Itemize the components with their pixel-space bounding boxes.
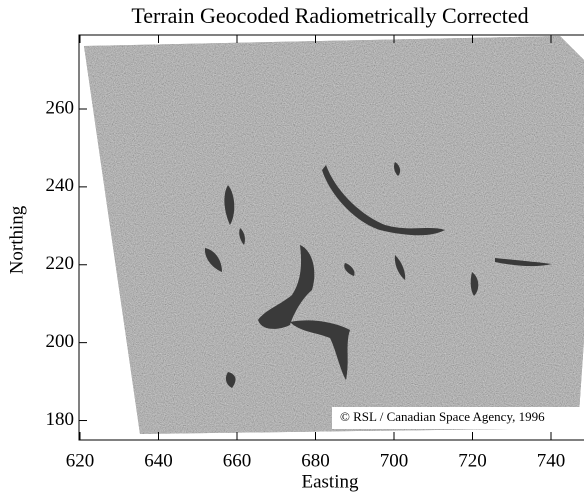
figure: Terrain Geocoded Radiometrically Correct…	[0, 0, 584, 494]
y-tick-label: 240	[46, 175, 75, 196]
x-tick-label: 660	[223, 450, 252, 471]
y-axis-label: Northing	[6, 205, 27, 274]
x-tick-label: 640	[144, 450, 173, 471]
x-tick-label: 740	[537, 450, 566, 471]
y-tick-label: 220	[46, 253, 75, 274]
x-tick-label: 620	[66, 450, 95, 471]
x-tick-label: 680	[301, 450, 330, 471]
x-tick-label: 720	[458, 450, 487, 471]
x-tick-label: 700	[380, 450, 409, 471]
image-texture	[84, 36, 584, 434]
radar-image	[84, 36, 584, 434]
annotation: © RSL / Canadian Space Agency, 1996	[340, 409, 545, 424]
y-tick-label: 200	[46, 331, 75, 352]
chart-title: Terrain Geocoded Radiometrically Correct…	[131, 3, 528, 28]
x-axis-label: Easting	[302, 471, 359, 492]
y-tick-label: 260	[46, 97, 75, 118]
y-tick-label: 180	[46, 409, 75, 430]
